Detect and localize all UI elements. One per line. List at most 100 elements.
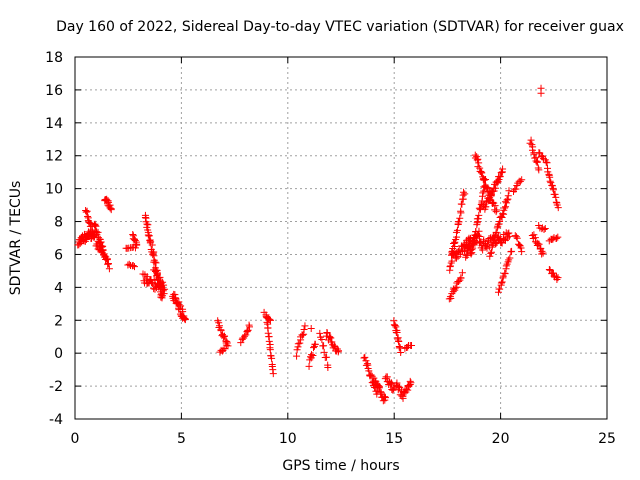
data-point — [147, 238, 155, 246]
data-point — [498, 278, 506, 286]
data-point — [534, 158, 542, 166]
data-point — [293, 346, 301, 354]
data-point — [467, 250, 475, 258]
data-point — [390, 317, 398, 325]
data-point — [487, 248, 495, 256]
data-point — [153, 269, 161, 277]
data-point — [316, 329, 324, 337]
data-point — [451, 284, 459, 292]
data-point — [266, 316, 274, 324]
data-point — [219, 346, 227, 354]
data-point — [505, 187, 513, 195]
data-point — [76, 239, 84, 247]
y-tick-label: -4 — [49, 412, 63, 428]
data-point — [460, 188, 468, 196]
data-point — [318, 335, 326, 343]
data-point — [546, 177, 554, 185]
data-point — [549, 235, 557, 243]
data-point — [381, 394, 389, 402]
data-point — [541, 225, 549, 233]
data-point — [131, 236, 139, 244]
data-point — [221, 345, 229, 353]
data-point — [530, 231, 538, 239]
data-point — [479, 246, 487, 254]
y-tick-label: 0 — [54, 346, 63, 362]
data-point — [148, 280, 156, 288]
data-point — [393, 328, 401, 336]
data-point — [453, 279, 461, 287]
data-point — [407, 379, 415, 387]
data-point — [326, 333, 334, 341]
data-point — [406, 377, 414, 385]
grid-lines — [75, 57, 607, 419]
data-point — [141, 214, 149, 222]
data-point — [245, 323, 253, 331]
data-point — [461, 190, 469, 198]
data-point — [496, 172, 504, 180]
data-point — [104, 259, 112, 267]
data-point — [179, 308, 187, 316]
data-point — [399, 394, 407, 402]
data-point — [447, 295, 455, 303]
data-point — [535, 240, 543, 248]
data-point — [457, 274, 465, 282]
data-point — [244, 326, 252, 334]
data-point — [494, 288, 502, 296]
data-point — [323, 353, 331, 361]
data-point — [455, 246, 463, 254]
data-point — [84, 212, 92, 220]
data-point — [129, 261, 137, 269]
y-tick-label: 10 — [45, 182, 63, 198]
data-point — [160, 290, 168, 298]
x-tick-label: 25 — [598, 431, 616, 447]
data-point — [469, 237, 477, 245]
y-tick-label: 14 — [45, 116, 63, 132]
data-point — [551, 190, 559, 198]
data-point — [554, 233, 562, 241]
data-point — [320, 348, 328, 356]
data-point — [554, 204, 562, 212]
data-point — [474, 155, 482, 163]
data-point — [242, 331, 250, 339]
data-point — [125, 260, 133, 268]
data-point — [397, 348, 405, 356]
data-point — [513, 234, 521, 242]
data-point — [293, 352, 301, 360]
data-point — [266, 346, 274, 354]
data-point — [474, 215, 482, 223]
data-point — [475, 159, 483, 167]
data-point — [533, 158, 541, 166]
chart-title: Day 160 of 2022, Sidereal Day-to-day VTE… — [56, 19, 624, 35]
data-point — [400, 389, 408, 397]
data-point — [145, 231, 153, 239]
data-point — [82, 207, 90, 215]
data-point — [161, 285, 169, 293]
data-point — [266, 315, 274, 323]
data-point — [470, 241, 478, 249]
data-point — [365, 367, 373, 375]
data-point — [554, 274, 562, 282]
data-point — [549, 269, 557, 277]
data-point — [222, 341, 230, 349]
data-point — [480, 236, 488, 244]
data-point — [482, 203, 490, 211]
data-point — [215, 322, 223, 330]
data-point — [506, 254, 514, 262]
data-point — [446, 262, 454, 270]
data-point — [395, 337, 403, 345]
data-point — [456, 214, 464, 222]
axis-ticks — [74, 56, 608, 420]
data-point — [106, 204, 114, 212]
data-point — [305, 362, 313, 370]
data-point — [142, 214, 150, 222]
x-tick-label: 5 — [177, 431, 186, 447]
data-point — [299, 331, 307, 339]
data-point — [532, 154, 540, 162]
data-point — [512, 185, 520, 193]
data-point — [175, 301, 183, 309]
data-point — [535, 149, 543, 157]
data-point — [553, 234, 561, 242]
data-point — [514, 240, 522, 248]
data-point — [492, 184, 500, 192]
data-point — [448, 257, 456, 265]
